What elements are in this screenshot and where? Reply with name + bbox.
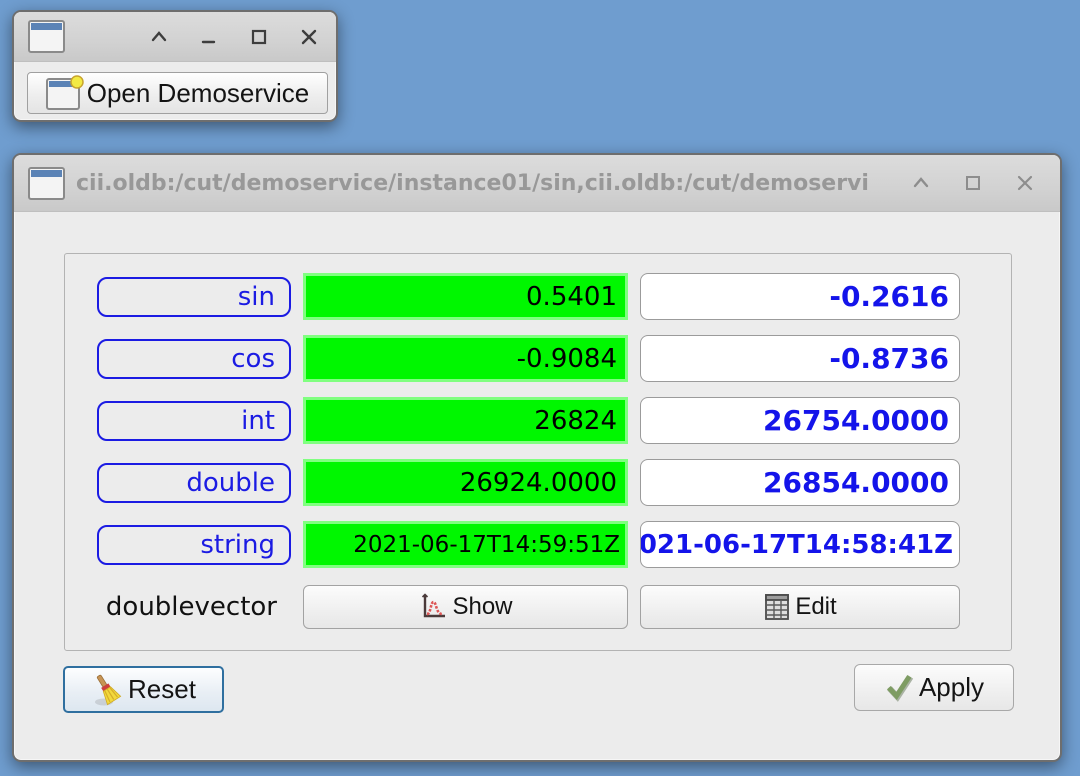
field-label: doublevector xyxy=(105,591,277,622)
reset-button[interactable]: Reset xyxy=(63,666,224,713)
field-label: int xyxy=(97,400,291,441)
open-demoservice-button[interactable]: Open Demoservice xyxy=(27,72,328,114)
current-value-field: 26824 xyxy=(303,397,628,444)
close-button[interactable] xyxy=(296,24,322,50)
current-value-field: 0.5401 xyxy=(303,273,628,320)
open-demoservice-label: Open Demoservice xyxy=(86,77,310,108)
editor-titlebar[interactable]: cii.oldb:/cut/demoservice/instance01/sin… xyxy=(14,155,1060,212)
new-value-input[interactable]: 26854.0000 xyxy=(640,459,960,506)
show-button[interactable]: Show xyxy=(303,584,628,629)
new-value-input[interactable]: 2021-06-17T14:58:41Z xyxy=(640,521,960,568)
window-controls xyxy=(146,24,322,50)
window-title: cii.oldb:/cut/demoservice/instance01/sin… xyxy=(76,170,869,196)
edit-button[interactable]: Edit xyxy=(640,584,960,629)
new-value-input[interactable]: -0.8736 xyxy=(640,335,960,382)
fields-frame: sin 0.5401 -0.2616 cos -0.9084 -0.8736 i… xyxy=(64,253,1012,651)
new-value-input[interactable]: 26754.0000 xyxy=(640,397,960,444)
maximize-button[interactable] xyxy=(960,170,986,196)
field-row-sin: sin 0.5401 -0.2616 xyxy=(97,273,1011,320)
new-window-icon xyxy=(45,75,84,111)
field-label: string xyxy=(97,524,291,565)
editor-window: cii.oldb:/cut/demoservice/instance01/sin… xyxy=(12,153,1062,762)
field-label: cos xyxy=(97,338,291,379)
show-button-label: Show xyxy=(452,592,513,620)
launcher-window: Open Demoservice xyxy=(12,10,338,122)
field-row-string: string 2021-06-17T14:59:51Z 2021-06-17T1… xyxy=(97,521,1011,568)
field-row-cos: cos -0.9084 -0.8736 xyxy=(97,335,1011,382)
shade-button[interactable] xyxy=(146,24,172,50)
shade-button[interactable] xyxy=(908,170,934,196)
field-row-int: int 26824 26754.0000 xyxy=(97,397,1011,444)
chart-icon xyxy=(418,592,448,622)
field-row-doublevector: doublevector Show xyxy=(97,583,1011,630)
field-label: double xyxy=(97,462,291,503)
apply-button-label: Apply xyxy=(918,672,985,702)
new-value-input[interactable]: -0.2616 xyxy=(640,273,960,320)
window-controls xyxy=(908,170,1038,196)
current-value-field: -0.9084 xyxy=(303,335,628,382)
minimize-button[interactable] xyxy=(196,24,222,50)
table-icon xyxy=(763,593,791,621)
reset-button-label: Reset xyxy=(128,674,196,704)
edit-button-label: Edit xyxy=(795,592,837,620)
close-button[interactable] xyxy=(1012,170,1038,196)
apply-button[interactable]: Apply xyxy=(854,664,1014,711)
field-row-double: double 26924.0000 26854.0000 xyxy=(97,459,1011,506)
field-label: sin xyxy=(97,276,291,317)
broom-icon xyxy=(91,673,123,707)
window-icon xyxy=(28,166,65,200)
current-value-field: 26924.0000 xyxy=(303,459,628,506)
launcher-titlebar[interactable] xyxy=(14,12,336,62)
checkmark-icon xyxy=(884,673,914,703)
window-icon xyxy=(28,20,65,53)
current-value-field: 2021-06-17T14:59:51Z xyxy=(303,521,628,568)
maximize-button[interactable] xyxy=(246,24,272,50)
